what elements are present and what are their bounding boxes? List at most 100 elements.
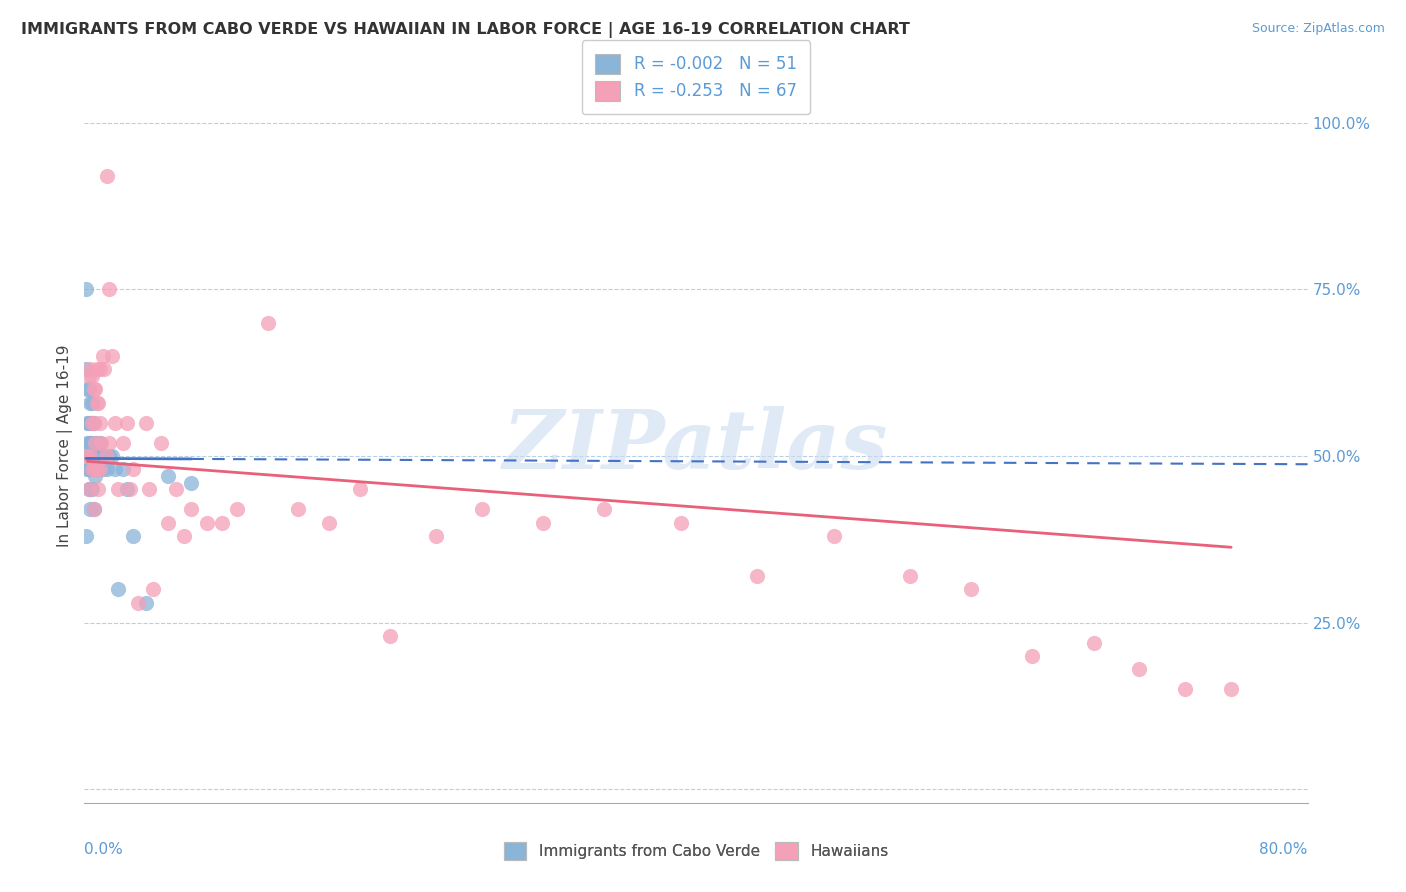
Point [111, 435, 134, 450]
Point [76, 449, 98, 463]
Point [115, 483, 138, 497]
Point [1220, 682, 1243, 697]
Point [471, 502, 494, 516]
Text: ZIPatlas: ZIPatlas [503, 406, 889, 486]
Point [79, 416, 101, 430]
Point [93, 362, 115, 376]
Point [120, 483, 142, 497]
Point [531, 516, 554, 530]
Point [79, 449, 101, 463]
Point [86, 449, 108, 463]
Point [77, 416, 100, 430]
Text: 80.0%: 80.0% [1260, 842, 1308, 857]
Point [86, 362, 108, 376]
Point [83, 416, 105, 430]
Point [83, 416, 105, 430]
Point [84, 469, 107, 483]
Point [80, 483, 103, 497]
Point [79, 502, 101, 516]
Point [104, 416, 127, 430]
Point [287, 502, 309, 516]
Point [96, 462, 118, 476]
Point [960, 582, 983, 597]
Point [1174, 682, 1197, 697]
Point [87, 462, 110, 476]
Point [80, 416, 103, 430]
Point [135, 416, 157, 430]
Point [101, 349, 124, 363]
Point [122, 462, 145, 476]
Point [77, 483, 100, 497]
Point [226, 502, 249, 516]
Point [91, 349, 114, 363]
Point [149, 435, 172, 450]
Point [111, 462, 134, 476]
Point [157, 469, 180, 483]
Point [83, 449, 105, 463]
Point [87, 395, 110, 409]
Point [135, 596, 157, 610]
Point [83, 502, 105, 516]
Point [1021, 649, 1043, 664]
Point [669, 516, 692, 530]
Point [83, 502, 105, 516]
Point [157, 516, 180, 530]
Point [89, 416, 111, 430]
Point [180, 502, 202, 516]
Point [97, 449, 120, 463]
Point [80, 416, 103, 430]
Point [87, 483, 110, 497]
Point [79, 362, 101, 376]
Point [77, 449, 100, 463]
Point [80, 368, 103, 383]
Point [211, 516, 233, 530]
Point [318, 516, 340, 530]
Point [80, 449, 103, 463]
Point [89, 362, 111, 376]
Point [97, 435, 120, 450]
Point [77, 483, 100, 497]
Point [104, 462, 127, 476]
Point [138, 483, 160, 497]
Point [86, 395, 108, 409]
Point [593, 502, 616, 516]
Point [380, 629, 402, 643]
Point [77, 435, 100, 450]
Point [79, 395, 101, 409]
Point [86, 462, 108, 476]
Point [90, 435, 112, 450]
Point [349, 483, 371, 497]
Point [86, 435, 108, 450]
Point [80, 395, 103, 409]
Point [89, 462, 111, 476]
Point [84, 449, 107, 463]
Point [195, 516, 218, 530]
Point [79, 483, 101, 497]
Point [94, 449, 117, 463]
Point [257, 316, 280, 330]
Point [75, 362, 97, 376]
Point [77, 368, 100, 383]
Point [898, 569, 921, 583]
Y-axis label: In Labor Force | Age 16-19: In Labor Force | Age 16-19 [58, 344, 73, 548]
Point [79, 462, 101, 476]
Legend: Immigrants from Cabo Verde, Hawaiians: Immigrants from Cabo Verde, Hawaiians [498, 836, 894, 866]
Point [1128, 662, 1150, 676]
Point [80, 462, 103, 476]
Point [165, 483, 187, 497]
Point [101, 449, 124, 463]
Point [90, 449, 112, 463]
Point [77, 382, 100, 396]
Point [75, 282, 97, 296]
Point [76, 382, 98, 396]
Point [84, 435, 107, 450]
Point [83, 382, 105, 396]
Point [127, 596, 149, 610]
Text: Source: ZipAtlas.com: Source: ZipAtlas.com [1251, 22, 1385, 36]
Point [96, 169, 118, 183]
Point [93, 449, 115, 463]
Point [97, 282, 120, 296]
Point [180, 475, 202, 490]
Point [747, 569, 769, 583]
Point [83, 462, 105, 476]
